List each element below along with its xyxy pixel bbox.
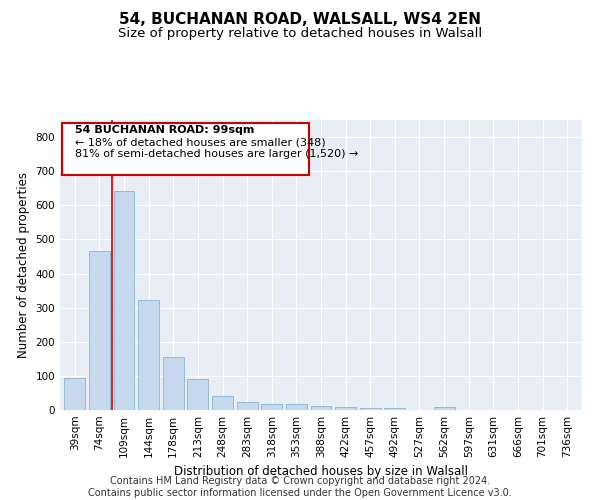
Bar — [236, 402, 257, 410]
Bar — [138, 300, 159, 410]
Text: ← 18% of detached houses are smaller (348): ← 18% of detached houses are smaller (34… — [75, 137, 325, 147]
Bar — [212, 396, 233, 410]
Text: 54 BUCHANAN ROAD: 99sqm: 54 BUCHANAN ROAD: 99sqm — [75, 125, 254, 135]
Bar — [360, 408, 381, 410]
Bar — [187, 378, 208, 410]
Text: Size of property relative to detached houses in Walsall: Size of property relative to detached ho… — [118, 28, 482, 40]
FancyBboxPatch shape — [62, 124, 308, 174]
Y-axis label: Number of detached properties: Number of detached properties — [17, 172, 30, 358]
Bar — [385, 408, 406, 410]
Bar — [311, 406, 331, 410]
Bar — [286, 404, 307, 410]
Bar — [113, 190, 134, 410]
Bar — [163, 357, 184, 410]
Text: Contains HM Land Registry data © Crown copyright and database right 2024.
Contai: Contains HM Land Registry data © Crown c… — [88, 476, 512, 498]
Text: 81% of semi-detached houses are larger (1,520) →: 81% of semi-detached houses are larger (… — [75, 149, 358, 159]
Bar — [434, 408, 455, 410]
Bar — [261, 404, 282, 410]
Bar — [335, 406, 356, 410]
Text: Distribution of detached houses by size in Walsall: Distribution of detached houses by size … — [174, 464, 468, 477]
Bar — [64, 378, 85, 410]
Text: 54, BUCHANAN ROAD, WALSALL, WS4 2EN: 54, BUCHANAN ROAD, WALSALL, WS4 2EN — [119, 12, 481, 28]
Bar — [89, 250, 110, 410]
